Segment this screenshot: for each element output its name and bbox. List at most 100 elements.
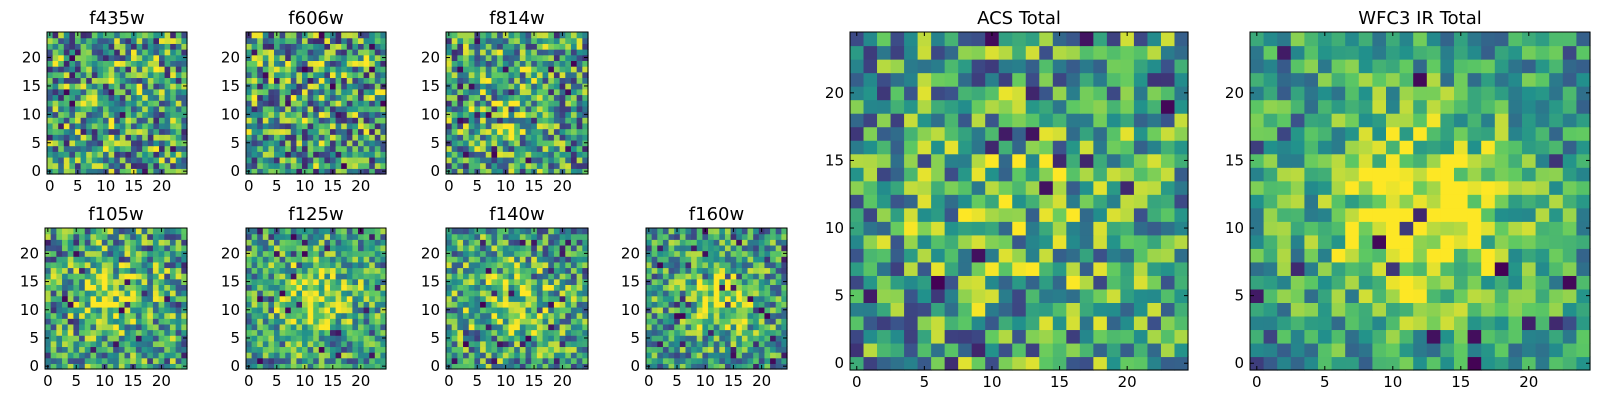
heatmap-cell <box>753 306 760 314</box>
heatmap-cell <box>446 134 453 141</box>
heatmap-cell <box>708 306 715 314</box>
heatmap-cell <box>352 128 359 135</box>
heatmap-cell <box>135 256 143 263</box>
heatmap-cell <box>313 239 320 246</box>
heatmap-cell <box>565 49 572 56</box>
heatmap-cell <box>318 278 325 285</box>
heatmap-cell <box>164 329 171 336</box>
heatmap-cell <box>1039 167 1054 182</box>
heatmap-cell <box>374 94 381 101</box>
heatmap-cell <box>147 54 154 61</box>
heatmap-cell <box>141 295 148 302</box>
heatmap-cell <box>685 290 692 297</box>
heatmap-cell <box>101 312 109 319</box>
heatmap-cell <box>565 151 572 158</box>
heatmap-cell <box>363 122 370 130</box>
heatmap-cell <box>330 100 337 107</box>
heatmap-cell <box>290 71 297 79</box>
heatmap-cell <box>369 32 376 39</box>
heatmap-cell <box>474 105 481 113</box>
heatmap-cell <box>63 49 70 56</box>
heatmap-cell <box>152 335 160 342</box>
heatmap-cell <box>553 278 561 285</box>
heatmap-cell <box>998 207 1013 222</box>
heatmap-cell <box>519 122 527 130</box>
heatmap-cell <box>474 312 481 319</box>
heatmap-cell <box>508 66 515 73</box>
heatmap-cell <box>119 100 126 107</box>
heatmap-cell <box>268 111 275 118</box>
heatmap-cell <box>50 278 57 285</box>
heatmap-cell <box>463 312 470 319</box>
heatmap-cell <box>103 139 110 147</box>
heatmap-cell <box>508 290 515 297</box>
heatmap-cell <box>141 301 148 308</box>
heatmap-cell <box>380 151 387 158</box>
heatmap-cell <box>553 250 561 257</box>
heatmap-cell <box>108 83 115 90</box>
heatmap-cell <box>446 295 453 302</box>
heatmap-cell <box>279 295 286 302</box>
heatmap-cell <box>86 145 93 152</box>
heatmap-cell <box>91 83 98 90</box>
heatmap-cell <box>657 278 664 285</box>
heatmap-cell <box>147 88 154 96</box>
heatmap-cell <box>52 54 59 61</box>
heatmap-cell <box>565 77 572 84</box>
heatmap-cell <box>548 128 555 135</box>
heatmap-cell <box>285 301 292 308</box>
heatmap-cell <box>696 312 703 319</box>
heatmap-cell <box>274 295 281 302</box>
heatmap-cell <box>662 357 670 364</box>
heatmap-cell <box>369 318 376 325</box>
heatmap-cell <box>485 37 493 44</box>
heatmap-cell <box>536 49 544 56</box>
heatmap-cell <box>285 77 292 84</box>
heatmap-cell <box>346 32 353 39</box>
heatmap-cell <box>713 352 720 359</box>
heatmap-cell <box>75 94 82 101</box>
heatmap-cell <box>582 77 589 84</box>
heatmap-cell <box>335 301 342 308</box>
heatmap-cell <box>56 267 63 274</box>
heatmap-cell <box>169 346 177 353</box>
heatmap-cell <box>696 284 703 291</box>
heatmap-cell <box>764 306 771 314</box>
heatmap-cell <box>536 168 544 175</box>
heatmap-cell <box>296 267 303 274</box>
heatmap-cell <box>531 37 538 44</box>
heatmap-cell <box>758 335 766 342</box>
heatmap-cell <box>730 261 737 269</box>
heatmap-cell <box>285 60 292 67</box>
heatmap-cell <box>565 244 572 252</box>
heatmap-cell <box>985 207 1000 222</box>
heatmap-cell <box>50 267 57 274</box>
heatmap-cell <box>1093 248 1108 263</box>
heatmap-cell <box>582 284 589 291</box>
heatmap-cell <box>352 306 359 314</box>
heatmap-cell <box>457 71 464 79</box>
heatmap-cell <box>1174 261 1189 276</box>
heatmap-cell <box>52 49 59 56</box>
heatmap-cell <box>124 239 131 246</box>
heatmap-cell <box>257 151 264 158</box>
heatmap-cell <box>257 239 264 246</box>
heatmap-cell <box>164 162 171 169</box>
heatmap-cell <box>485 278 493 285</box>
heatmap-cell <box>324 117 331 124</box>
heatmap-cell <box>514 256 521 263</box>
heatmap-cell <box>468 346 475 353</box>
heatmap-cell <box>582 261 589 269</box>
heatmap-cell <box>108 162 115 169</box>
heatmap-cell <box>346 267 353 274</box>
heatmap-cell <box>570 346 578 353</box>
heatmap-cell <box>451 111 458 118</box>
heatmap-cell <box>917 356 932 371</box>
heatmap-cell <box>279 256 286 263</box>
y-tick-label: 20 <box>22 49 41 67</box>
heatmap-cell <box>380 156 387 164</box>
heatmap-cell <box>96 273 103 280</box>
heatmap-cell <box>62 239 69 246</box>
heatmap-cell <box>1025 329 1040 344</box>
heatmap-cell <box>576 77 583 84</box>
